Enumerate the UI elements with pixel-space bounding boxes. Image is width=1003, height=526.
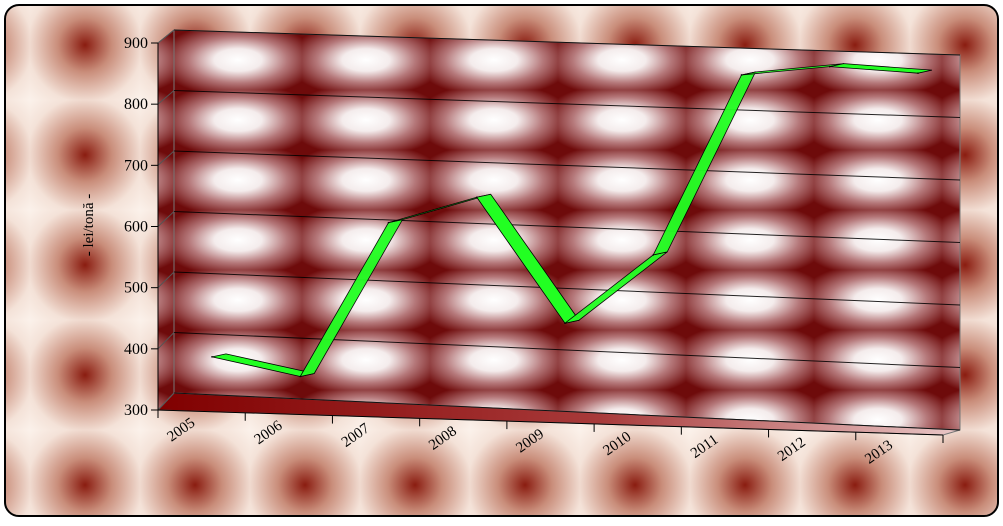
y-tick-label-800: 800 bbox=[124, 96, 148, 113]
y-tick-label-300: 300 bbox=[124, 402, 148, 419]
line-segment-2012-2013 bbox=[829, 63, 933, 74]
y-tick-label-900: 900 bbox=[124, 35, 148, 52]
side-gridline-600 bbox=[157, 211, 175, 227]
side-gridline-800 bbox=[157, 90, 175, 105]
data-point-2006 bbox=[299, 375, 302, 378]
gridline-900 bbox=[173, 29, 961, 56]
y-tick-label-500: 500 bbox=[124, 280, 148, 297]
side-gridline-900 bbox=[157, 29, 175, 44]
side-gridline-700 bbox=[157, 150, 175, 166]
data-point-2009 bbox=[564, 322, 566, 325]
gridline-600 bbox=[173, 211, 961, 243]
gridline-300 bbox=[173, 392, 961, 431]
y-tick-label-600: 600 bbox=[124, 219, 148, 236]
y-axis-label: - lei/tonă - bbox=[81, 194, 97, 256]
data-point-2013 bbox=[917, 72, 919, 74]
data-point-2008 bbox=[475, 196, 478, 199]
gridline-700 bbox=[173, 150, 961, 181]
side-gridline-400 bbox=[157, 332, 175, 350]
data-point-2007 bbox=[387, 221, 390, 224]
data-point-2010 bbox=[652, 254, 655, 256]
data-point-2005 bbox=[211, 356, 213, 358]
data-point-2011 bbox=[740, 74, 743, 76]
gridline-800 bbox=[173, 90, 961, 118]
y-tick-label-700: 700 bbox=[124, 157, 148, 174]
data-point-2012 bbox=[828, 65, 831, 68]
gridline-400 bbox=[173, 332, 961, 368]
y-tick-label-400: 400 bbox=[124, 341, 148, 358]
side-wall bbox=[157, 28, 175, 412]
x-axis-line bbox=[157, 409, 944, 436]
gridline-500 bbox=[173, 271, 961, 306]
side-gridline-500 bbox=[157, 271, 175, 289]
side-gridline-300 bbox=[157, 392, 175, 411]
